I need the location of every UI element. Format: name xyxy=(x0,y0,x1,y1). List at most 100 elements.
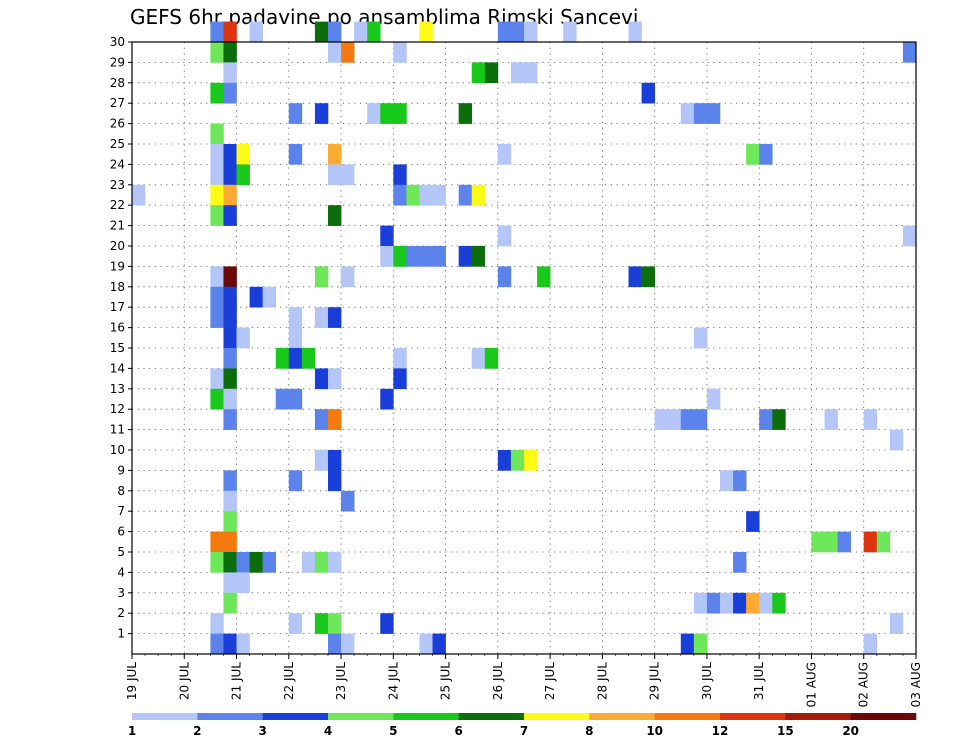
colorbar-segment xyxy=(197,713,263,720)
x-tick-label: 24 JUL xyxy=(386,662,400,700)
heatmap-cell xyxy=(524,62,538,84)
y-tick-label: 23 xyxy=(110,178,125,192)
colorbar-label: 4 xyxy=(324,724,332,738)
heatmap-cell xyxy=(497,144,512,165)
heatmap-cell xyxy=(693,327,708,349)
heatmap-cell xyxy=(223,184,237,206)
heatmap-cell xyxy=(667,409,682,430)
y-tick-label: 14 xyxy=(110,361,125,375)
colorbar-segment xyxy=(328,713,394,720)
heatmap-cell xyxy=(824,531,838,553)
heatmap-cell xyxy=(759,409,773,430)
heatmap-cell xyxy=(341,164,355,186)
heatmap-cell xyxy=(706,388,721,410)
heatmap-cell xyxy=(223,592,237,614)
heatmap-cell xyxy=(458,184,473,206)
x-tick-label: 23 JUL xyxy=(334,662,348,700)
y-tick-label: 5 xyxy=(117,545,125,559)
heatmap-cell xyxy=(510,62,525,84)
heatmap-cell xyxy=(223,409,237,430)
heatmap-cell xyxy=(288,327,303,349)
heatmap-cell xyxy=(223,368,237,390)
colorbar-label: 3 xyxy=(258,724,266,738)
colorbar-label: 7 xyxy=(520,724,528,738)
colorbar: 1 2 3 4 5 6 7 8 10 12 15 20 xyxy=(128,713,917,738)
heatmap-cell xyxy=(223,511,237,532)
heatmap-cell xyxy=(328,409,342,430)
x-tick-label: 01 AUG xyxy=(804,662,818,707)
heatmap-cell xyxy=(210,266,224,288)
heatmap-cell xyxy=(497,225,512,247)
heatmap-cell xyxy=(380,103,394,124)
heatmap-cell xyxy=(328,552,342,573)
heatmap-cell xyxy=(497,21,512,43)
heatmap-cell xyxy=(223,21,237,43)
heatmap-cell xyxy=(393,164,407,186)
heatmap-cell xyxy=(223,82,237,104)
heatmap-cell xyxy=(223,470,237,492)
heatmap-cell xyxy=(824,409,838,430)
heatmap-cell xyxy=(223,490,237,512)
heatmap-cell xyxy=(341,633,355,655)
heatmap-cell xyxy=(393,368,407,390)
y-tick-label: 29 xyxy=(110,55,125,69)
y-tick-label: 27 xyxy=(110,96,125,110)
heatmap-cell xyxy=(654,409,669,430)
heatmap-cell xyxy=(733,470,747,492)
heatmap-cell xyxy=(419,633,433,655)
heatmap-cell xyxy=(314,103,329,124)
y-tick-label: 1 xyxy=(117,627,125,641)
heatmap-cell xyxy=(288,307,303,328)
y-tick-label: 7 xyxy=(117,504,125,518)
x-tick-label: 21 JUL xyxy=(230,662,244,700)
heatmap-cell xyxy=(223,42,237,63)
heatmap-cell xyxy=(210,205,224,226)
colorbar-label: 20 xyxy=(842,724,859,738)
heatmap-cell xyxy=(471,62,486,84)
y-tick-label: 25 xyxy=(110,137,125,151)
heatmap-cell xyxy=(288,144,303,165)
heatmap-cell xyxy=(275,388,290,410)
y-tick-label: 19 xyxy=(110,259,125,273)
x-tick-label: 19 JUL xyxy=(125,662,139,700)
y-tick-label: 4 xyxy=(117,565,125,579)
heatmap-cell xyxy=(367,103,381,124)
heatmap-cell xyxy=(262,552,277,573)
heatmap-cell xyxy=(236,327,250,349)
heatmap-cell xyxy=(393,348,407,369)
heatmap-cell xyxy=(484,62,499,84)
heatmap-cell xyxy=(902,42,917,63)
heatmap-cell xyxy=(249,286,263,308)
heatmap-cell xyxy=(354,21,368,43)
heatmap-cell xyxy=(301,348,316,369)
heatmap-cell xyxy=(314,368,329,390)
x-tick-label: 22 JUL xyxy=(282,662,296,700)
heatmap-cell xyxy=(419,246,433,267)
heatmap-cell xyxy=(380,246,394,267)
heatmap-cell xyxy=(641,82,655,104)
heatmap-cell xyxy=(328,368,342,390)
heatmap-cell xyxy=(210,164,224,186)
heatmap-cell xyxy=(223,286,237,308)
heatmap-cell xyxy=(210,307,224,328)
colorbar-label: 10 xyxy=(646,724,663,738)
heatmap-cell xyxy=(484,348,499,369)
y-tick-label: 24 xyxy=(110,157,125,171)
heatmap-cell xyxy=(223,572,237,594)
colorbar-segment xyxy=(785,713,851,720)
heatmap-cell xyxy=(328,307,342,328)
heatmap-cell xyxy=(210,552,224,573)
colorbar-label: 6 xyxy=(454,724,462,738)
heatmap-cell xyxy=(746,592,760,614)
x-tick-label: 26 JUL xyxy=(491,662,505,700)
heatmap-cell xyxy=(863,531,878,553)
colorbar-segment xyxy=(458,713,525,720)
heatmap-cell xyxy=(471,246,486,267)
heatmap-cell xyxy=(223,552,237,573)
heatmap-cell xyxy=(680,103,695,124)
heatmap-cell xyxy=(889,613,904,634)
heatmap-cell xyxy=(288,613,303,634)
y-tick-label: 9 xyxy=(117,463,125,477)
y-tick-label: 11 xyxy=(110,423,125,437)
heatmap-cell xyxy=(236,633,250,655)
